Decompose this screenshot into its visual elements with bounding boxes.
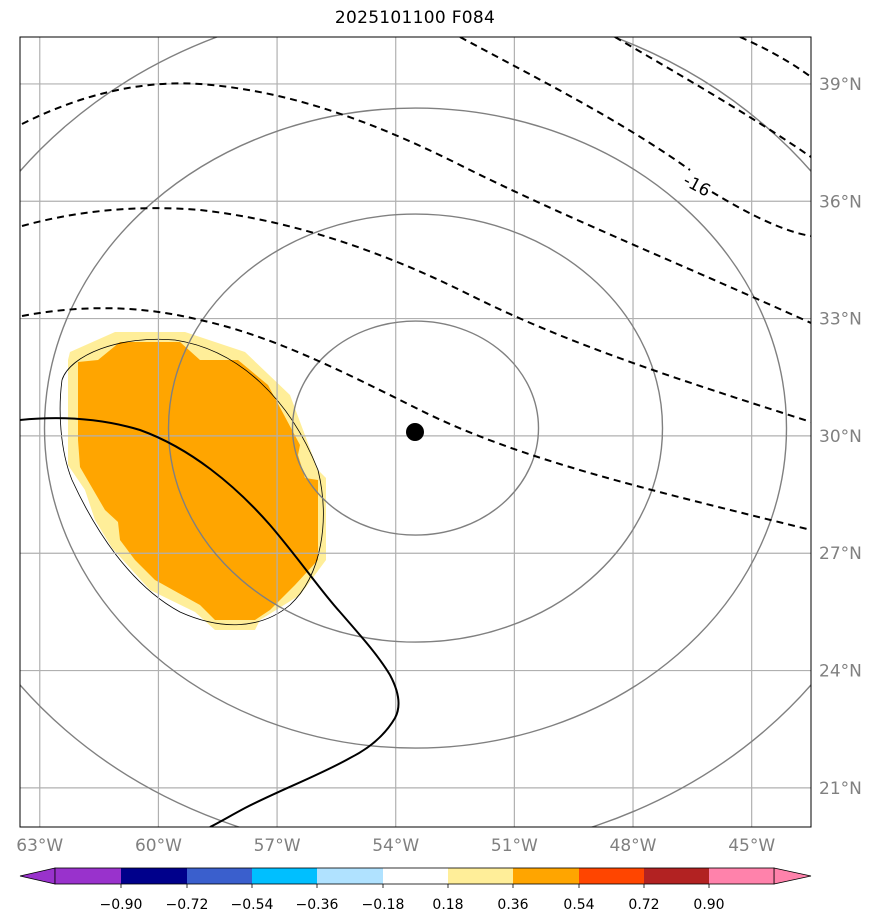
lon-tick-label: 57°W: [254, 836, 301, 856]
colorbar-segment: [317, 868, 383, 884]
contour-line: [614, 37, 811, 158]
track-line: [20, 417, 400, 827]
colorbar-segment: [55, 868, 121, 884]
colorbar-tick-label: 0.90: [693, 897, 724, 913]
range-rings: [20, 37, 811, 827]
colorbar-tick-label: −0.72: [166, 897, 209, 913]
colorbar-tick-label: 0.36: [497, 897, 528, 913]
storm-center-marker: [406, 423, 424, 441]
chart-title: 2025101100 F084: [334, 8, 496, 28]
colorbar-segment: [252, 868, 317, 884]
range-ring: [291, 320, 540, 536]
lon-tick-label: 48°W: [610, 836, 657, 856]
colorbar-tick-label: 0.18: [432, 897, 463, 913]
colorbar-tick-label: −0.18: [362, 897, 405, 913]
colorbar-segment: [187, 868, 252, 884]
lon-tick-label: 60°W: [135, 836, 182, 856]
lon-tick-label: 51°W: [491, 836, 538, 856]
latitude-labels: 21°N 24°N 27°N 30°N 33°N 36°N 39°N: [819, 75, 862, 799]
contour-line: [21, 207, 811, 423]
colorbar-tick-label: −0.36: [296, 897, 339, 913]
colorbar-tick-label: −0.54: [231, 897, 274, 913]
colorbar-outline: [54, 867, 775, 885]
lat-tick-label: 27°N: [819, 544, 862, 564]
longitude-labels: 63°W 60°W 57°W 54°W 51°W 48°W 45°W: [16, 836, 775, 856]
lon-tick-label: 63°W: [16, 836, 63, 856]
colorbar-segment: [383, 868, 448, 884]
colorbar-segment: [579, 868, 644, 884]
lat-tick-label: 36°N: [819, 192, 862, 212]
colorbar-segment: [644, 868, 709, 884]
region-outline: [59, 338, 324, 626]
colorbar-segment: [513, 868, 579, 884]
range-ring: [167, 213, 664, 643]
lat-tick-label: 33°N: [819, 310, 862, 330]
contour-line: [711, 191, 811, 237]
shaded-region-dark: [78, 342, 318, 620]
lon-tick-label: 54°W: [372, 836, 419, 856]
colorbar-extend-high: [773, 867, 812, 885]
contour-line: [21, 82, 811, 324]
lat-tick-label: 39°N: [819, 75, 862, 95]
lat-tick-label: 30°N: [819, 427, 862, 447]
map-frame: [19, 36, 812, 828]
colorbar-extend-low: [19, 867, 56, 885]
colorbar-tick-label: 0.54: [563, 897, 594, 913]
colorbar-tick-label: 0.72: [628, 897, 659, 913]
contour-line: [459, 37, 691, 171]
contour-line: [739, 37, 811, 78]
colorbar-segment: [121, 868, 187, 884]
contour-label: -16: [680, 171, 714, 202]
contour-line: [21, 307, 811, 531]
range-ring: [43, 107, 788, 749]
colorbar-segment: [709, 868, 774, 884]
colorbar-tick-label: −0.90: [100, 897, 143, 913]
colorbar-segment: [448, 868, 513, 884]
dashed-contours: [21, 37, 811, 531]
lon-tick-label: 45°W: [728, 836, 775, 856]
lat-tick-label: 21°N: [819, 779, 862, 799]
lat-tick-label: 24°N: [819, 662, 862, 682]
colorbar: −0.90 −0.72 −0.54 −0.36 −0.18 0.18 0.36 0.54 0.7…: [19, 867, 812, 913]
